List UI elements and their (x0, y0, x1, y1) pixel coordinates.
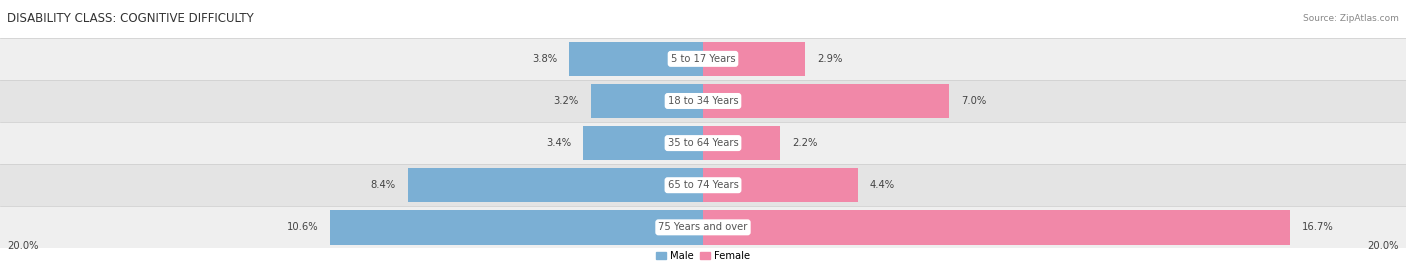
Bar (703, 126, 780, 160)
Text: 18 to 34 Years: 18 to 34 Years (668, 96, 738, 106)
Bar (0, 80, 1406, 122)
Legend: Male, Female: Male, Female (652, 247, 754, 265)
Bar (583, 126, 703, 160)
Text: 75 Years and over: 75 Years and over (658, 222, 748, 232)
Bar (703, 168, 858, 202)
Text: 8.4%: 8.4% (370, 180, 395, 190)
Bar (591, 84, 703, 118)
Text: 4.4%: 4.4% (870, 180, 896, 190)
Text: 3.2%: 3.2% (553, 96, 578, 106)
Text: Source: ZipAtlas.com: Source: ZipAtlas.com (1303, 14, 1399, 23)
Text: 2.2%: 2.2% (793, 138, 818, 148)
Text: 20.0%: 20.0% (1368, 241, 1399, 251)
Text: 20.0%: 20.0% (7, 241, 38, 251)
Text: 3.8%: 3.8% (531, 54, 557, 64)
Bar (0, 38, 1406, 80)
Bar (703, 84, 949, 118)
Bar (703, 210, 1291, 245)
Text: 65 to 74 Years: 65 to 74 Years (668, 180, 738, 190)
Text: 3.4%: 3.4% (546, 138, 571, 148)
Bar (0, 164, 1406, 206)
Text: 2.9%: 2.9% (817, 54, 842, 64)
Text: 7.0%: 7.0% (962, 96, 987, 106)
Text: 16.7%: 16.7% (1302, 222, 1334, 232)
Bar (0, 206, 1406, 248)
Bar (330, 210, 703, 245)
Bar (703, 42, 804, 76)
Text: DISABILITY CLASS: COGNITIVE DIFFICULTY: DISABILITY CLASS: COGNITIVE DIFFICULTY (7, 12, 253, 25)
Bar (408, 168, 703, 202)
Text: 5 to 17 Years: 5 to 17 Years (671, 54, 735, 64)
Text: 35 to 64 Years: 35 to 64 Years (668, 138, 738, 148)
Text: 10.6%: 10.6% (287, 222, 318, 232)
Bar (569, 42, 703, 76)
Bar (0, 122, 1406, 164)
